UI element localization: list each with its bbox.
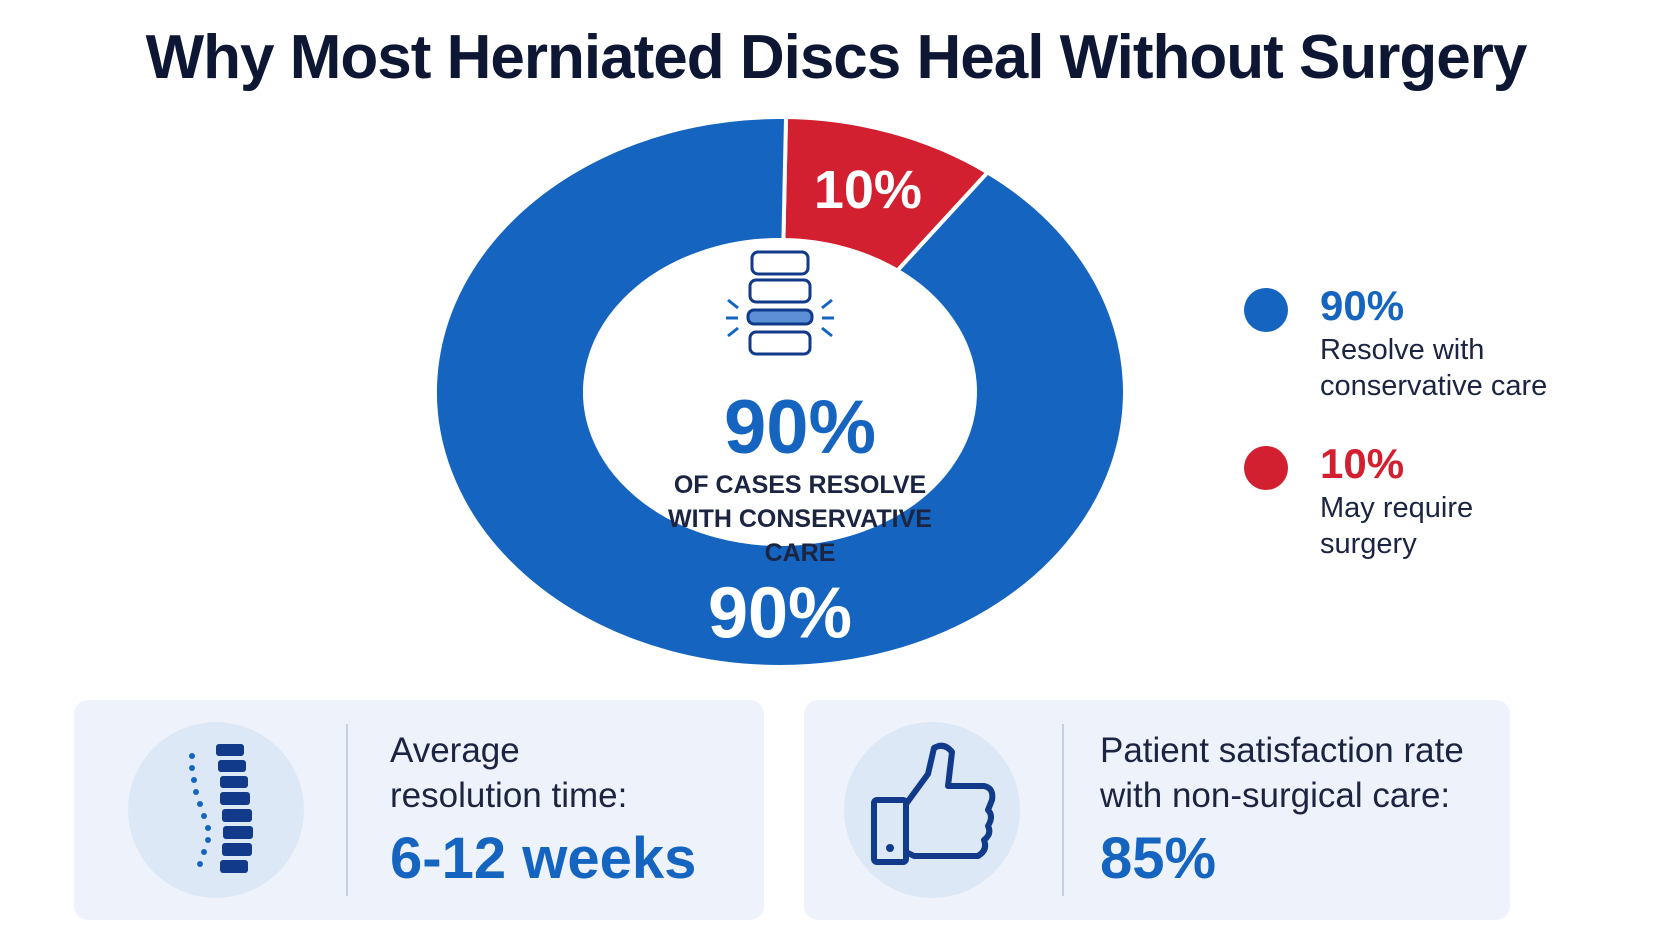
satisfaction-card: Patient satisfaction rate with non-surgi… <box>804 700 1510 920</box>
spine-icon <box>128 722 304 898</box>
slice-conservative-care <box>433 115 1127 669</box>
card-divider <box>346 724 348 896</box>
legend-item-surgery: 10% May require surgery <box>1244 438 1624 562</box>
card-divider <box>1062 724 1064 896</box>
center-caption-line: CARE <box>764 539 836 567</box>
card-label: with non-surgical care: <box>1100 776 1451 815</box>
card-text: Average resolution time: 6-12 weeks <box>390 728 696 896</box>
thumbs-up-icon <box>844 722 1020 898</box>
slice-label: 10% <box>814 160 922 220</box>
card-label: Patient satisfaction rate <box>1100 731 1464 770</box>
legend-label: May require <box>1320 492 1474 524</box>
card-label: resolution time: <box>390 776 628 815</box>
legend-label: Resolve with <box>1320 334 1485 366</box>
legend-value: 90% <box>1320 282 1405 329</box>
resolution-time-card: Average resolution time: 6-12 weeks <box>74 700 764 920</box>
legend-label: surgery <box>1320 528 1417 560</box>
legend-value: 10% <box>1320 440 1405 487</box>
spine-disc-icon <box>726 250 834 356</box>
legend-dot-icon <box>1244 446 1288 490</box>
slice-label: 90% <box>708 574 852 654</box>
card-label: Average <box>390 731 520 770</box>
center-caption: OF CASES RESOLVE WITH CONSERVATIVE CARE <box>600 468 1000 570</box>
legend-item-conservative: 90% Resolve with conservative care <box>1244 280 1624 404</box>
card-value: 6-12 weeks <box>390 826 697 891</box>
center-caption-line: WITH CONSERVATIVE <box>668 505 932 533</box>
donut-chart: 10% 90% <box>433 115 1127 669</box>
legend-label: conservative care <box>1320 370 1548 402</box>
center-value: 90% <box>723 385 877 470</box>
center-summary: 90% OF CASES RESOLVE WITH CONSERVATIVE C… <box>600 388 1000 570</box>
donut-hole <box>587 242 973 542</box>
center-caption-line: OF CASES RESOLVE <box>673 471 927 499</box>
card-value: 85% <box>1100 826 1217 891</box>
chart-title: Why Most Herniated Discs Heal Without Su… <box>145 23 1528 92</box>
legend-dot-icon <box>1244 288 1288 332</box>
card-text: Patient satisfaction rate with non-surgi… <box>1100 728 1464 896</box>
legend: 90% Resolve with conservative care 10% M… <box>1244 280 1624 596</box>
